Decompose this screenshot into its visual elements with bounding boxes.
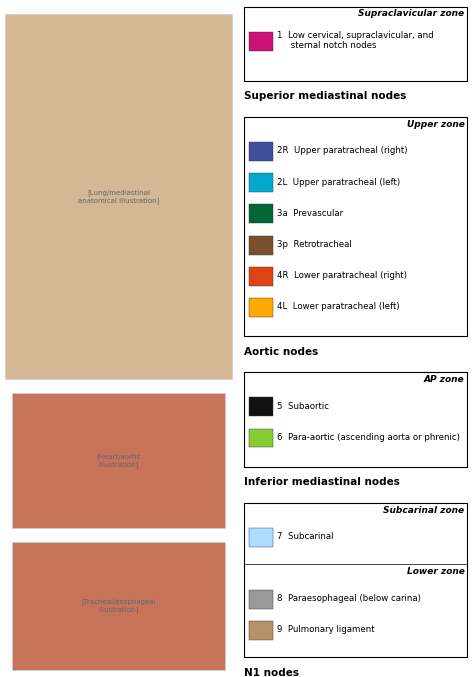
Bar [249, 397, 273, 416]
Bar [12, 393, 225, 528]
Bar [244, 7, 467, 81]
Bar [249, 429, 273, 447]
Text: 2L  Upper paratracheal (left): 2L Upper paratracheal (left) [277, 177, 401, 187]
Bar [12, 542, 225, 670]
Text: 1  Low cervical, supraclavicular, and
     sternal notch nodes: 1 Low cervical, supraclavicular, and ste… [277, 31, 434, 50]
Text: 4L  Lower paratracheal (left): 4L Lower paratracheal (left) [277, 302, 400, 311]
Text: 5  Subaortic: 5 Subaortic [277, 401, 329, 411]
Bar [244, 372, 467, 467]
Bar [249, 528, 273, 547]
Text: 2R  Upper paratracheal (right): 2R Upper paratracheal (right) [277, 146, 408, 156]
Bar [249, 142, 273, 161]
Text: Aortic nodes: Aortic nodes [244, 347, 319, 357]
Text: Upper zone: Upper zone [407, 120, 465, 129]
Text: [Tracheal/esophageal
illustration]: [Tracheal/esophageal illustration] [81, 598, 156, 613]
Bar [249, 204, 273, 223]
Text: Superior mediastinal nodes: Superior mediastinal nodes [244, 91, 407, 102]
Text: [Lung/mediastinal
anatomical illustration]: [Lung/mediastinal anatomical illustratio… [78, 189, 159, 204]
Bar [249, 298, 273, 317]
Text: N1 nodes: N1 nodes [244, 668, 299, 677]
Text: 8  Paraesophageal (below carina): 8 Paraesophageal (below carina) [277, 594, 421, 603]
Text: 3a  Prevascular: 3a Prevascular [277, 209, 344, 218]
Bar [244, 117, 467, 336]
Bar [249, 590, 273, 609]
Text: Inferior mediastinal nodes: Inferior mediastinal nodes [244, 477, 400, 487]
Text: Lower zone: Lower zone [407, 567, 465, 575]
Bar [249, 173, 273, 192]
Bar [249, 32, 273, 51]
Text: Supraclavicular zone: Supraclavicular zone [358, 9, 465, 18]
Bar [249, 267, 273, 286]
Text: 3p  Retrotracheal: 3p Retrotracheal [277, 240, 352, 249]
Text: 4R  Lower paratracheal (right): 4R Lower paratracheal (right) [277, 271, 407, 280]
Text: [Heart/aortic
illustration]: [Heart/aortic illustration] [96, 453, 141, 468]
Text: 6  Para-aortic (ascending aorta or phrenic): 6 Para-aortic (ascending aorta or phreni… [277, 433, 460, 442]
Bar [5, 14, 232, 379]
Text: AP zone: AP zone [424, 375, 465, 384]
Text: Subcarinal zone: Subcarinal zone [383, 506, 465, 515]
Bar [249, 621, 273, 640]
Bar [244, 503, 467, 657]
Text: 7  Subcarinal: 7 Subcarinal [277, 532, 334, 542]
Bar [249, 236, 273, 255]
Text: 9  Pulmonary ligament: 9 Pulmonary ligament [277, 625, 375, 634]
